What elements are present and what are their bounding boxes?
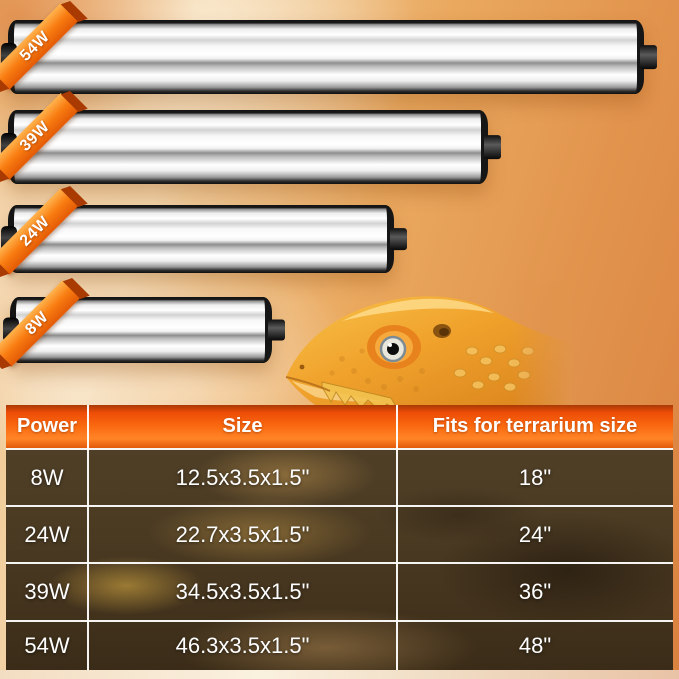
table-row: 39W 34.5x3.5x1.5" 36": [6, 562, 673, 620]
fixture-24w: 24W: [0, 188, 407, 275]
cell-size: 34.5x3.5x1.5": [175, 579, 310, 604]
cell-fits: 36": [518, 579, 552, 604]
table-row: 8W 12.5x3.5x1.5" 18": [6, 448, 673, 505]
cell-fits: 24": [518, 521, 552, 547]
cell-fits: 18": [518, 464, 552, 490]
spec-table: Power Size Fits for terrarium size 8W 12…: [6, 405, 673, 670]
bottom-edge-strip: [0, 670, 679, 679]
connector-right-icon: [268, 319, 285, 341]
table-header-size: Size: [222, 415, 263, 437]
cell-size: 12.5x3.5x1.5": [175, 464, 310, 490]
fixture-54w: 54W: [0, 3, 657, 94]
table-header-fits: Fits for terrarium size: [432, 415, 638, 437]
cell-size: 22.7x3.5x1.5": [175, 521, 310, 547]
cell-power: 24W: [24, 521, 70, 547]
table-row: 24W 22.7x3.5x1.5" 24": [6, 505, 673, 562]
tube-body: [8, 20, 644, 94]
table-photo-background: [6, 448, 673, 670]
table-header-row: Power Size Fits for terrarium size: [6, 405, 673, 448]
connector-right-icon: [390, 228, 407, 250]
cell-power: 39W: [24, 579, 70, 604]
column-divider: [396, 405, 398, 670]
column-divider: [87, 405, 89, 670]
connector-right-icon: [640, 45, 657, 69]
cell-fits: 48": [518, 633, 552, 658]
table-header-power: Power: [16, 415, 78, 437]
cell-power: 54W: [24, 633, 70, 658]
table-body: 8W 12.5x3.5x1.5" 18" 24W 22.7x3.5x1.5" 2…: [6, 448, 673, 670]
fixture-39w: 39W: [0, 93, 501, 184]
connector-right-icon: [484, 135, 501, 159]
cell-size: 46.3x3.5x1.5": [175, 633, 310, 658]
cell-power: 8W: [30, 464, 64, 490]
tube-body: [8, 205, 394, 273]
table-row: 54W 46.3x3.5x1.5" 48": [6, 620, 673, 670]
fixture-8w: 8W: [0, 280, 285, 367]
bearded-dragon-illustration: [285, 281, 572, 407]
tube-body: [8, 110, 488, 184]
